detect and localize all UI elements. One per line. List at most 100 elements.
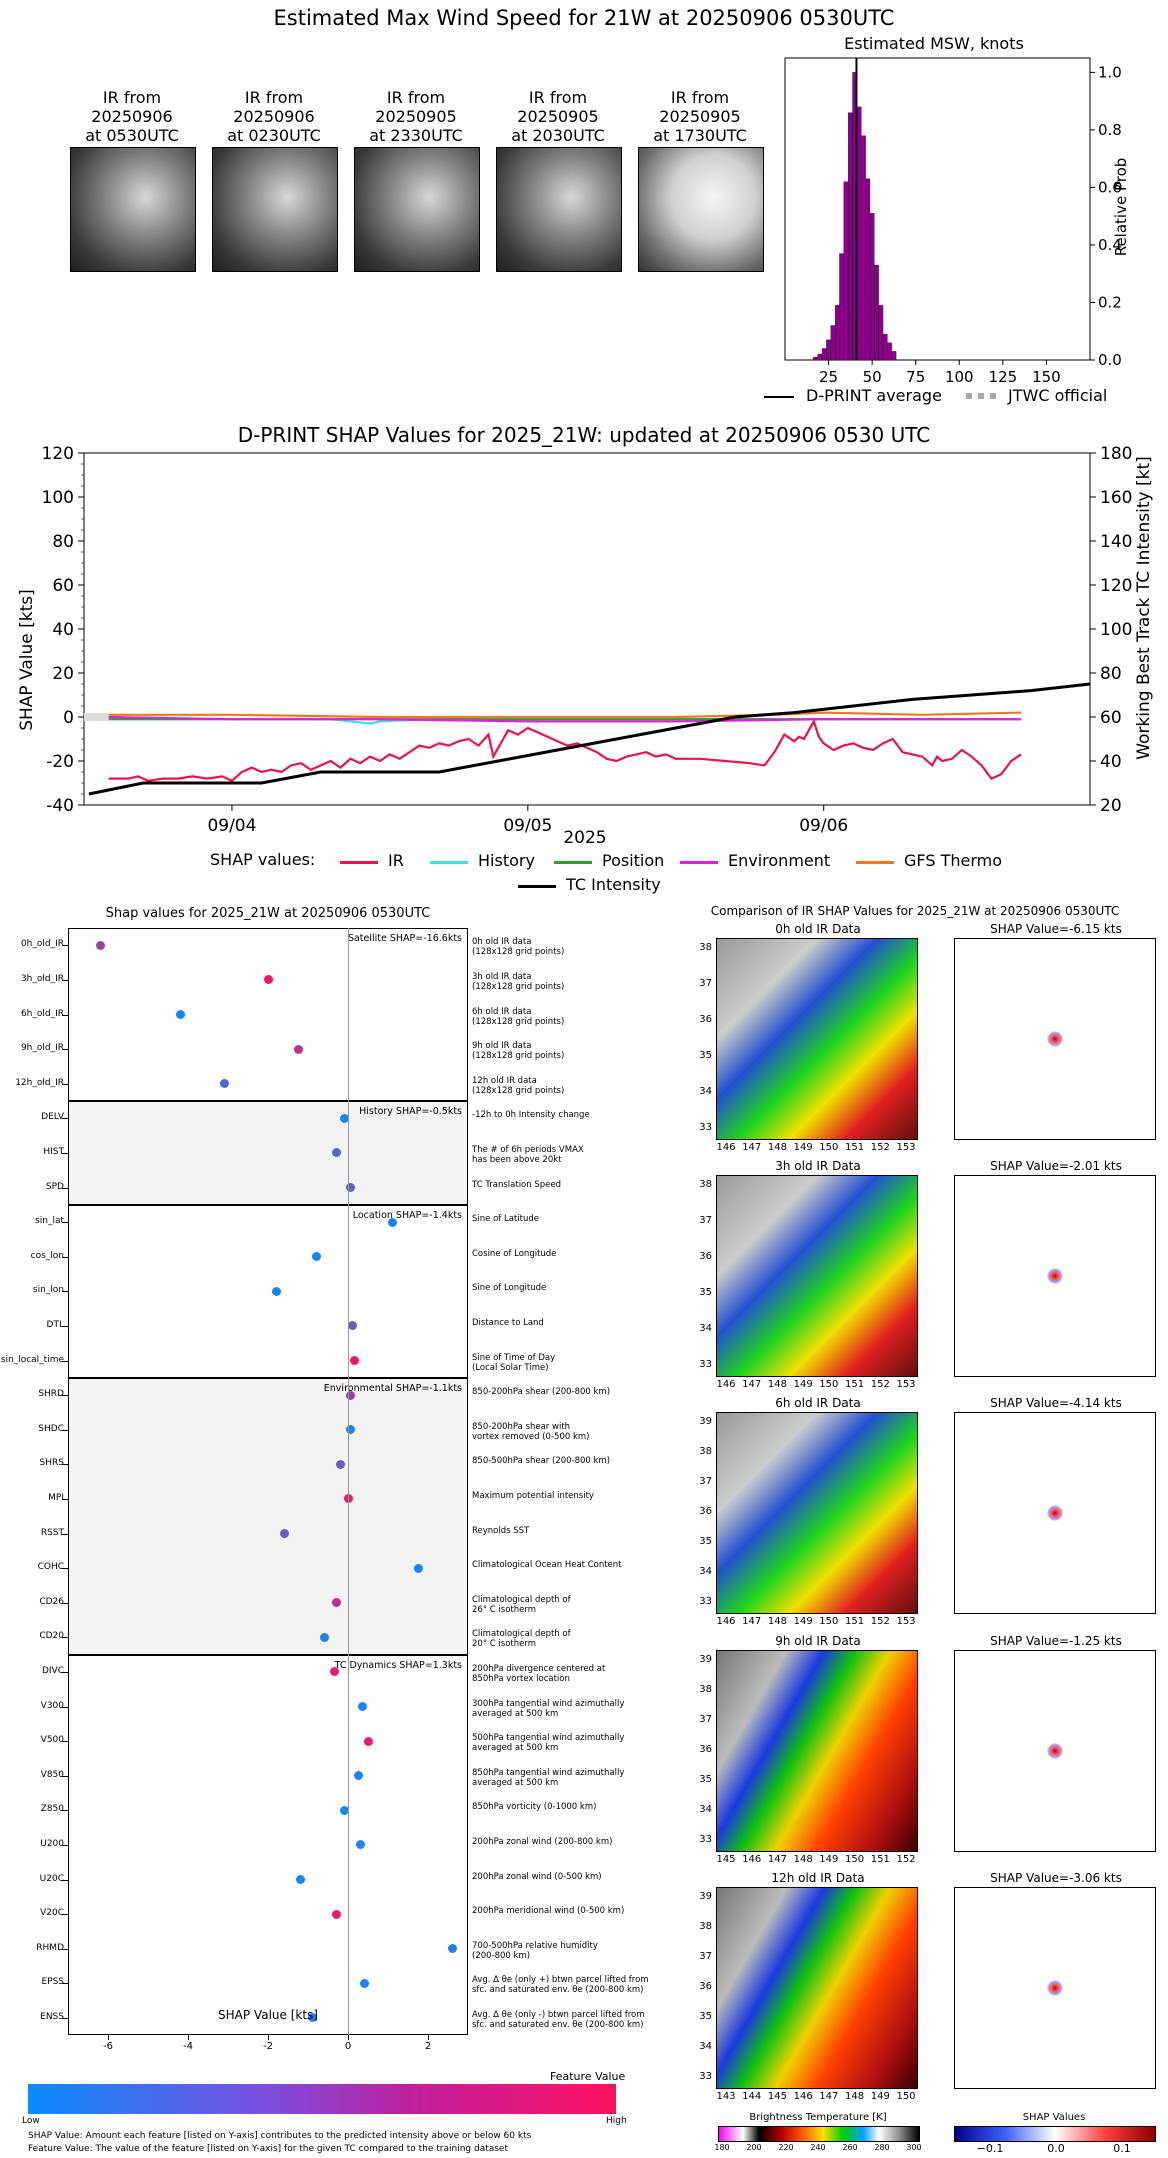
- feature-colorbar-low: Low: [22, 2116, 40, 2126]
- ir-panel-title: 6h old IR Data: [775, 1396, 861, 1410]
- bt-colorbar-tick: 260: [842, 2143, 858, 2152]
- histogram-bar: [830, 325, 836, 361]
- feature-colorbar-title: Feature Value: [550, 2070, 626, 2083]
- feature-description: 850hPa vorticity (0-1000 km): [472, 1802, 597, 1813]
- feature-description: Climatological depth of 20° C isotherm: [472, 1629, 571, 1650]
- ir-ytick-label: 38: [699, 1684, 712, 1695]
- timeline-series-gfs-thermo: [108, 711, 1022, 719]
- feature-description: The # of 6h periods VMAX has been above …: [472, 1144, 584, 1165]
- ir-panel-title: 0h old IR Data: [775, 922, 861, 936]
- ir-ytick-label: 37: [699, 1476, 712, 1487]
- ir-image: [716, 938, 918, 1140]
- shap-section-band: [68, 1101, 468, 1205]
- shap-ytick: [62, 1983, 68, 1985]
- feature-label: U200: [40, 1838, 64, 1849]
- feature-label: DIVC: [41, 1665, 64, 1676]
- ir-xtick-label: 145: [716, 1854, 736, 1865]
- shap-point: [345, 1425, 355, 1435]
- satellite-panel-label: IR from 20250906 at 0230UTC: [227, 88, 321, 145]
- feature-label: DELV: [41, 1112, 64, 1123]
- feature-label: sin_lon: [32, 1285, 64, 1296]
- timeline-legend-line: [518, 885, 556, 888]
- histogram-bar: [821, 348, 827, 361]
- timeline-ytick-label: -20: [46, 752, 74, 772]
- ir-image: [716, 1887, 918, 2089]
- ir-xtick-label: 151: [845, 1142, 865, 1153]
- timeline-ytick-label: 80: [52, 532, 74, 552]
- satellite-panel-label: IR from 20250905 at 1730UTC: [653, 88, 747, 145]
- shap-ytick: [62, 1879, 68, 1881]
- shap-ytick: [62, 1775, 68, 1777]
- ir-xtick-label: 148: [767, 1616, 787, 1627]
- ir-ytick-label: 39: [699, 1891, 712, 1902]
- histogram-frame: [784, 57, 1091, 361]
- shap-heatmap: [954, 938, 1156, 1140]
- histogram-xtick-label: 125: [989, 368, 1018, 386]
- feature-label: DTL: [46, 1319, 64, 1330]
- shap-chart-xlabel: SHAP Value [kts]: [218, 2008, 318, 2022]
- timeline-y2tick-label: 140: [1100, 532, 1132, 552]
- ir-ytick-label: 39: [699, 1654, 712, 1665]
- shap-ytick: [62, 1291, 68, 1293]
- shap-section-divider: [68, 1203, 468, 1206]
- legend-avg-line: [764, 396, 794, 398]
- timeline-legend-title: SHAP values:: [210, 850, 316, 869]
- ir-xtick-label: 146: [742, 1854, 762, 1865]
- ir-xtick-label: 152: [870, 1142, 890, 1153]
- feature-label: 3h_old_IR: [20, 973, 64, 984]
- histogram-ylabel: Relative Prob: [1112, 157, 1130, 257]
- feature-colorbar: [28, 2084, 616, 2114]
- shap-point: [307, 2013, 317, 2023]
- ir-xtick-label: 149: [793, 1379, 813, 1390]
- ir-xtick-label: 146: [716, 1379, 736, 1390]
- timeline-legend-line: [340, 861, 378, 864]
- ir-xtick-label: 151: [845, 1379, 865, 1390]
- shap-ytick: [62, 2017, 68, 2019]
- timeline-ytick-label: 0: [63, 708, 74, 728]
- bt-colorbar: [718, 2126, 920, 2142]
- shap-point: [319, 1632, 329, 1642]
- shap-point: [279, 1529, 289, 1538]
- timeline-y2tick-label: 120: [1100, 576, 1132, 596]
- timeline-y2tick-label: 60: [1100, 708, 1122, 728]
- feature-label: SHRD: [38, 1389, 64, 1400]
- feature-label: HIST: [43, 1146, 64, 1157]
- shap-heatmap: [954, 1175, 1156, 1377]
- shap-heatmap-center: [1047, 1031, 1063, 1047]
- feature-description: 6h old IR data (128x128 grid points): [472, 1006, 565, 1027]
- shap-point: [219, 1079, 229, 1089]
- bt-colorbar-tick: 280: [874, 2143, 890, 2152]
- shap-ytick: [62, 1810, 68, 1812]
- feature-description: 200hPa meridional wind (0-500 km): [472, 1906, 625, 1917]
- ir-ytick-label: 35: [699, 1287, 712, 1298]
- feature-description: 700-500hPa relative humidity (200-800 km…: [472, 1940, 598, 1961]
- footnote-2: Feature Value: The value of the feature …: [28, 2144, 509, 2154]
- ir-xtick-label: 150: [819, 1142, 839, 1153]
- footnote-1: SHAP Value: Amount each feature [listed …: [28, 2131, 532, 2141]
- ir-xtick-label: 150: [845, 1854, 865, 1865]
- timeline-xlabel: 2025: [563, 828, 607, 848]
- feature-label: V500: [40, 1735, 64, 1746]
- ir-ytick-label: 38: [699, 1446, 712, 1457]
- feature-description: 850-200hPa shear with vortex removed (0-…: [472, 1421, 590, 1442]
- shap-point: [339, 1113, 349, 1123]
- bt-colorbar-tick: 220: [778, 2143, 794, 2152]
- timeline-chart: -40 -20 0 20 40 60 80 100 120 20 40 60 80 100 120 140 16…: [42, 444, 1133, 836]
- bt-colorbar-tick: 180: [714, 2143, 730, 2152]
- ir-xtick-label: 151: [870, 1854, 890, 1865]
- shap-xtick-label: -2: [263, 2041, 273, 2053]
- shap-point: [347, 1321, 357, 1331]
- timeline-xtick-label: 09/04: [207, 816, 256, 836]
- timeline-series-tc-intensity: [88, 682, 1091, 796]
- timeline-legend-label: TC Intensity: [566, 875, 661, 894]
- timeline-title: D-PRINT SHAP Values for 2025_21W: update…: [237, 423, 931, 447]
- feature-description: TC Translation Speed: [472, 1179, 561, 1190]
- shap-point: [271, 1286, 281, 1296]
- shap-ytick: [62, 1325, 68, 1327]
- shap-chart-title: Shap values for 2025_21W at 20250906 053…: [105, 906, 431, 921]
- shap-xtick-label: 0: [344, 2041, 352, 2053]
- timeline-legend-label: History: [478, 851, 535, 870]
- feature-label: 9h_old_IR: [20, 1043, 64, 1054]
- timeline-y2tick-label: 40: [1100, 752, 1122, 772]
- shap-point: [329, 1667, 339, 1677]
